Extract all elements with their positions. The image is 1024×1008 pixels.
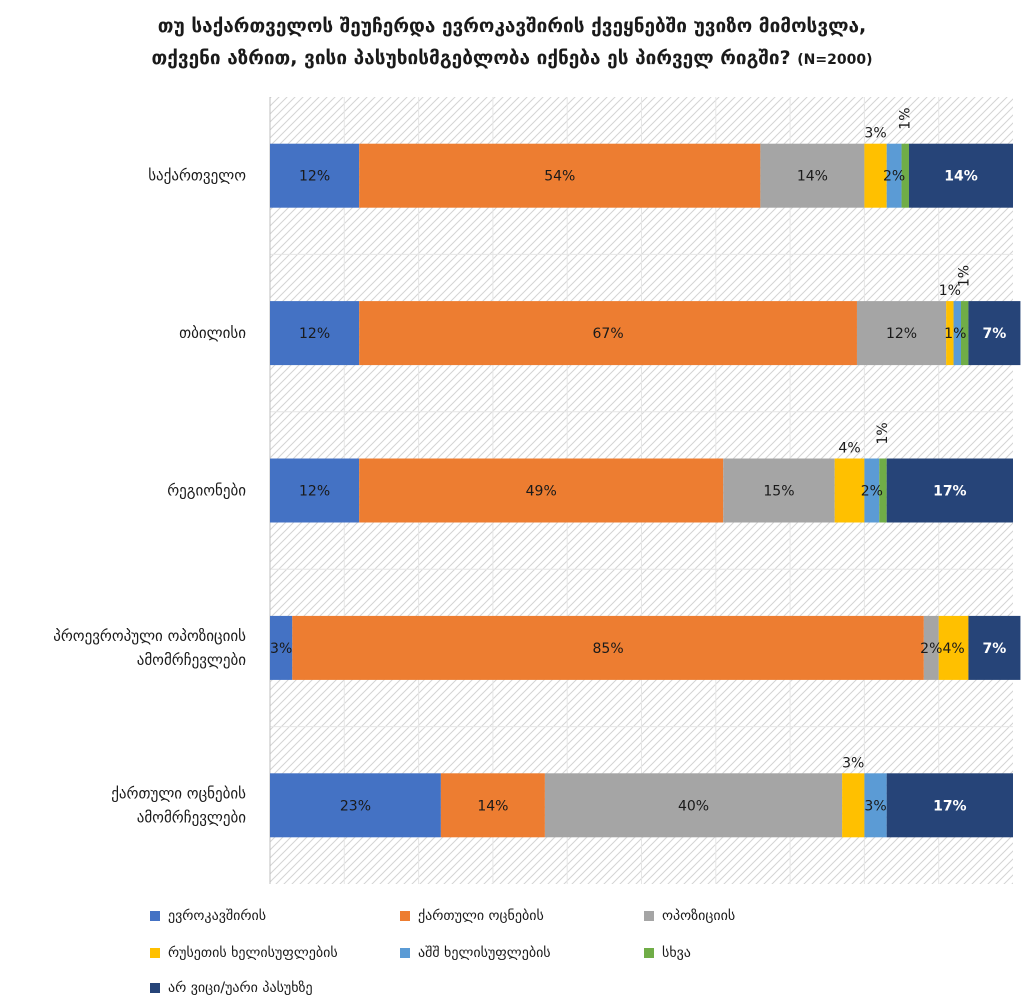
bar-segment (879, 458, 887, 523)
data-label: 12% (299, 484, 330, 500)
data-label: 4% (838, 441, 860, 457)
bar-segment (923, 615, 939, 680)
bar-segment (864, 773, 887, 838)
legend-label: ოპოზიციის (662, 908, 736, 924)
legend-label: ევროკავშირის (168, 908, 267, 924)
data-label: 14% (477, 798, 508, 814)
chart-title-line1: თუ საქართველოს შეუჩერდა ევროკავშირის ქვე… (157, 15, 867, 37)
bar-segment (270, 773, 441, 838)
data-label: 67% (593, 326, 624, 342)
bar-segment (864, 143, 887, 208)
chart-title-sample-size: (N=2000) (797, 52, 873, 68)
bar-segment (960, 301, 969, 366)
data-label: 54% (544, 169, 575, 185)
legend-swatch (644, 911, 654, 921)
legend-swatch (644, 948, 654, 958)
data-label: 15% (763, 484, 794, 500)
category-label: თბილისი (179, 324, 246, 342)
data-label: 17% (933, 798, 967, 814)
legend-item: ევროკავშირის (150, 908, 266, 924)
data-label: 4% (942, 641, 964, 657)
bar-segment (544, 773, 843, 838)
bar-segment (864, 458, 880, 523)
bar-segment (908, 143, 1013, 208)
legend-swatch (150, 948, 160, 958)
legend-label: არ ვიცი/უარი პასუხზე (168, 980, 313, 996)
legend-item: არ ვიცი/უარი პასუხზე (150, 980, 313, 996)
bar-segment (359, 301, 857, 366)
bar-segment (953, 301, 961, 366)
data-label: 3% (864, 798, 886, 814)
bar-segment (270, 458, 360, 523)
bar-segment (842, 773, 865, 838)
data-label: 7% (983, 641, 1007, 657)
bar-segment (270, 143, 360, 208)
legend-label: აშშ ხელისუფლების (418, 945, 551, 961)
data-label: 7% (983, 326, 1007, 342)
legend-item: სხვა (644, 945, 691, 961)
data-label: 1% (957, 265, 973, 287)
data-label: 14% (944, 169, 978, 185)
data-label: 14% (797, 169, 828, 185)
legend-swatch (150, 911, 160, 921)
data-label: 1% (939, 283, 961, 299)
category-label: პროევროპული ოპოზიციის (53, 627, 246, 645)
data-label: 2% (883, 169, 905, 185)
bar-segment (359, 458, 724, 523)
legend-label: რუსეთის ხელისუფლების (168, 945, 338, 961)
data-label: 12% (299, 169, 330, 185)
legend-item: აშშ ხელისუფლების (400, 945, 551, 961)
bar-segment (270, 301, 360, 366)
bar-segment (946, 301, 954, 366)
category-label: რეგიონები (167, 482, 246, 500)
legend-swatch (150, 983, 160, 993)
data-label: 12% (886, 326, 917, 342)
bar-segment (270, 615, 293, 680)
data-label: 85% (593, 641, 624, 657)
bar-segment (723, 458, 835, 523)
data-label: 23% (340, 798, 371, 814)
data-label: 49% (526, 484, 557, 500)
data-label: 1% (897, 107, 913, 129)
bar-segment (968, 301, 1021, 366)
legend-label: ქართული ოცნების (418, 908, 544, 924)
legend-item: ოპოზიციის (644, 908, 735, 924)
bar-segment (359, 143, 761, 208)
legend-item: რუსეთის ხელისუფლების (150, 945, 338, 961)
category-label: ამომრჩევლები (137, 808, 247, 826)
category-label: ამომრჩევლები (137, 651, 247, 669)
legend-label: სხვა (662, 945, 691, 961)
bar-segment (834, 458, 865, 523)
bar-segment (292, 615, 924, 680)
bar-segment (760, 143, 865, 208)
legend-swatch (400, 948, 410, 958)
data-label: 3% (270, 641, 292, 657)
bar-segment (886, 773, 1013, 838)
chart-title-line2: თქვენი აზრით, ვისი პასუხისმგებლობა იქნებ… (0, 42, 1024, 76)
bar-segment (886, 458, 1013, 523)
data-label: 1% (875, 422, 891, 444)
bar-segment (440, 773, 545, 838)
legend-swatch (400, 911, 410, 921)
bar-segment (968, 615, 1021, 680)
data-label: 1% (944, 326, 966, 342)
category-label: ქართული ოცნების (111, 784, 246, 802)
bar-segment (901, 143, 909, 208)
bar-segment (938, 615, 969, 680)
data-label: 2% (861, 484, 883, 500)
chart-title-question: თქვენი აზრით, ვისი პასუხისმგებლობა იქნებ… (151, 47, 791, 69)
data-label: 3% (864, 126, 886, 142)
bar-segment (886, 143, 902, 208)
data-label: 12% (299, 326, 330, 342)
data-label: 3% (842, 755, 864, 771)
legend-item: ქართული ოცნების (400, 908, 544, 924)
category-label: საქართველო (148, 167, 246, 185)
data-label: 2% (920, 641, 942, 657)
data-label: 40% (678, 798, 709, 814)
bar-segment (856, 301, 947, 366)
data-label: 17% (933, 484, 967, 500)
